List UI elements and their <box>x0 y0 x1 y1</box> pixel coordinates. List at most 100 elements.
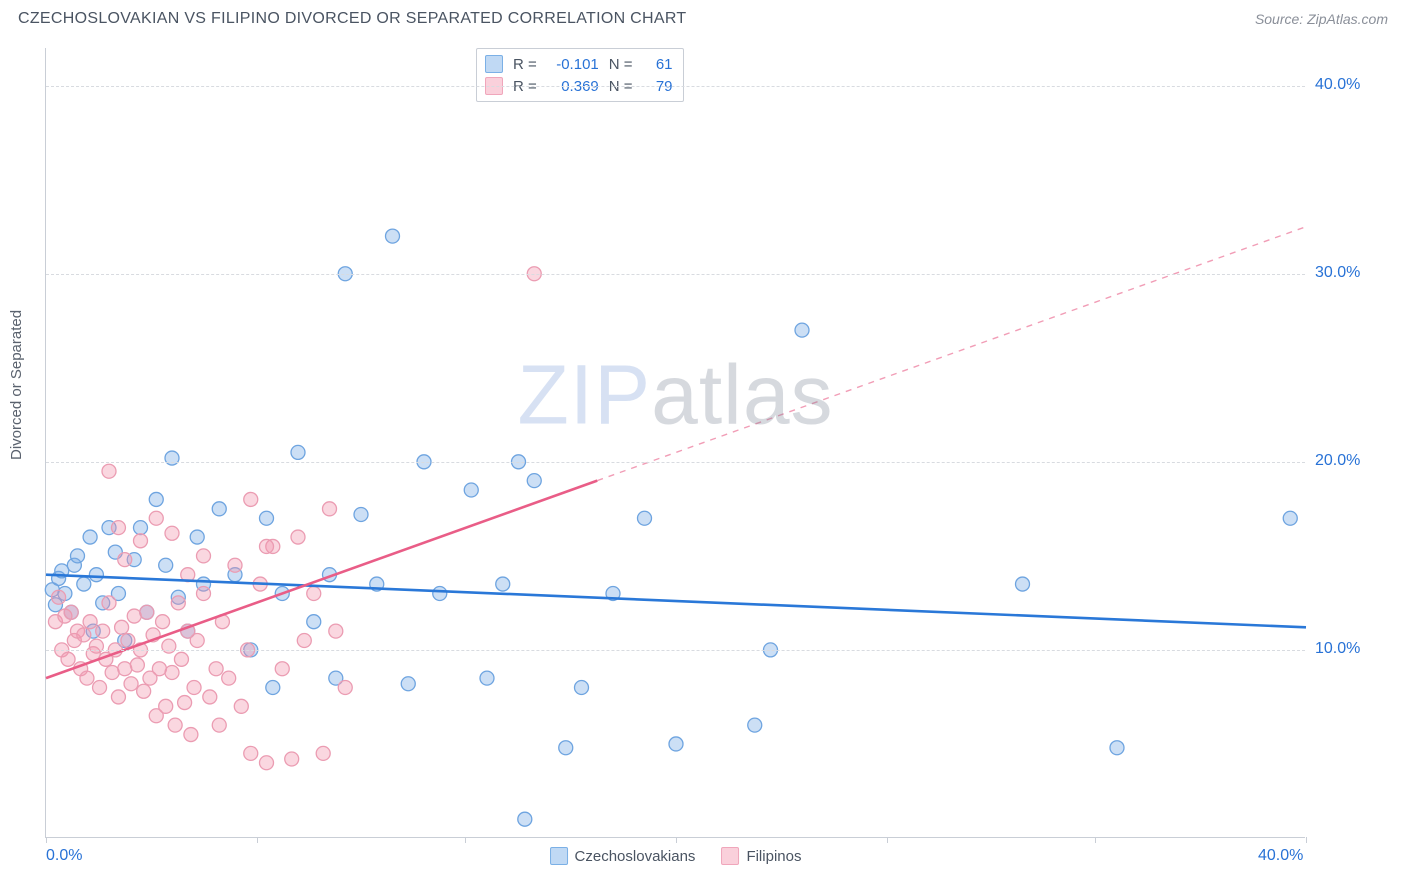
scatter-point <box>178 696 192 710</box>
scatter-point <box>496 577 510 591</box>
gridline-horizontal <box>46 274 1305 275</box>
legend-label: Filipinos <box>746 848 801 865</box>
scatter-point <box>260 511 274 525</box>
gridline-horizontal <box>46 462 1305 463</box>
scatter-point <box>1110 741 1124 755</box>
scatter-point <box>171 596 185 610</box>
scatter-point <box>329 624 343 638</box>
y-tick-label: 30.0% <box>1315 264 1395 282</box>
scatter-point <box>165 526 179 540</box>
scatter-point <box>137 684 151 698</box>
scatter-point <box>134 534 148 548</box>
scatter-plot-svg <box>46 48 1305 837</box>
source-value: ZipAtlas.com <box>1307 11 1388 27</box>
scatter-point <box>228 558 242 572</box>
scatter-point <box>748 718 762 732</box>
scatter-point <box>118 553 132 567</box>
scatter-point <box>307 615 321 629</box>
scatter-point <box>354 507 368 521</box>
scatter-point <box>518 812 532 826</box>
scatter-point <box>111 690 125 704</box>
statistics-box: R =-0.101N =61R =0.369N =79 <box>476 48 684 102</box>
scatter-point <box>480 671 494 685</box>
trend-line <box>46 575 1306 628</box>
x-tick-label: 0.0% <box>46 847 82 865</box>
scatter-point <box>190 530 204 544</box>
scatter-point <box>165 451 179 465</box>
scatter-point <box>93 681 107 695</box>
scatter-point <box>401 677 415 691</box>
scatter-point <box>669 737 683 751</box>
legend-label: Czechoslovakians <box>575 848 696 865</box>
scatter-point <box>795 323 809 337</box>
scatter-point <box>96 624 110 638</box>
scatter-point <box>130 658 144 672</box>
x-tick-mark <box>676 837 677 843</box>
y-tick-label: 20.0% <box>1315 452 1395 470</box>
scatter-point <box>61 652 75 666</box>
scatter-point <box>52 590 66 604</box>
scatter-point <box>190 634 204 648</box>
scatter-point <box>212 502 226 516</box>
scatter-point <box>71 549 85 563</box>
scatter-point <box>197 586 211 600</box>
x-tick-mark <box>1306 837 1307 843</box>
scatter-point <box>156 615 170 629</box>
scatter-point <box>162 639 176 653</box>
scatter-point <box>266 681 280 695</box>
scatter-point <box>118 662 132 676</box>
scatter-point <box>275 662 289 676</box>
scatter-point <box>244 492 258 506</box>
scatter-point <box>338 681 352 695</box>
series-legend: Czechoslovakians Filipinos <box>550 847 802 865</box>
scatter-point <box>244 746 258 760</box>
stats-n-label: N = <box>609 56 633 73</box>
x-tick-mark <box>46 837 47 843</box>
legend-swatch <box>550 847 568 865</box>
scatter-point <box>386 229 400 243</box>
scatter-point <box>559 741 573 755</box>
scatter-point <box>464 483 478 497</box>
series-swatch <box>485 55 503 73</box>
scatter-point <box>184 728 198 742</box>
scatter-point <box>433 586 447 600</box>
legend-item: Czechoslovakians <box>550 847 696 865</box>
scatter-point <box>187 681 201 695</box>
scatter-point <box>149 492 163 506</box>
x-tick-mark <box>257 837 258 843</box>
x-tick-mark <box>465 837 466 843</box>
scatter-point <box>260 539 274 553</box>
scatter-point <box>80 671 94 685</box>
scatter-point <box>203 690 217 704</box>
scatter-point <box>323 502 337 516</box>
y-tick-label: 40.0% <box>1315 76 1395 94</box>
scatter-point <box>222 671 236 685</box>
scatter-point <box>149 511 163 525</box>
chart-title: CZECHOSLOVAKIAN VS FILIPINO DIVORCED OR … <box>18 10 687 28</box>
trend-line-extrapolated <box>597 227 1306 481</box>
scatter-point <box>291 445 305 459</box>
scatter-point <box>575 681 589 695</box>
source-attribution: Source: ZipAtlas.com <box>1255 11 1388 27</box>
y-tick-label: 10.0% <box>1315 640 1395 658</box>
scatter-point <box>285 752 299 766</box>
scatter-point <box>1283 511 1297 525</box>
x-tick-label: 40.0% <box>1258 847 1303 865</box>
gridline-horizontal <box>46 650 1305 651</box>
scatter-point <box>134 521 148 535</box>
scatter-point <box>111 521 125 535</box>
legend-swatch <box>721 847 739 865</box>
scatter-point <box>124 677 138 691</box>
scatter-point <box>212 718 226 732</box>
scatter-point <box>159 699 173 713</box>
scatter-point <box>77 577 91 591</box>
source-prefix: Source: <box>1255 11 1307 27</box>
x-tick-mark <box>887 837 888 843</box>
scatter-point <box>77 628 91 642</box>
scatter-point <box>102 596 116 610</box>
scatter-point <box>197 549 211 563</box>
scatter-point <box>127 609 141 623</box>
scatter-point <box>121 634 135 648</box>
plot-area: ZIPatlas R =-0.101N =61R =0.369N =79 Cze… <box>45 48 1305 838</box>
stats-r-label: R = <box>513 56 537 73</box>
